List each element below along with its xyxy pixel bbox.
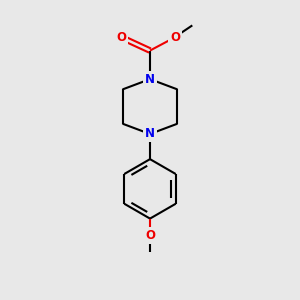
Text: N: N bbox=[145, 73, 155, 85]
Text: O: O bbox=[145, 229, 155, 242]
Text: O: O bbox=[116, 31, 126, 44]
Text: N: N bbox=[145, 128, 155, 140]
Text: O: O bbox=[170, 31, 180, 44]
